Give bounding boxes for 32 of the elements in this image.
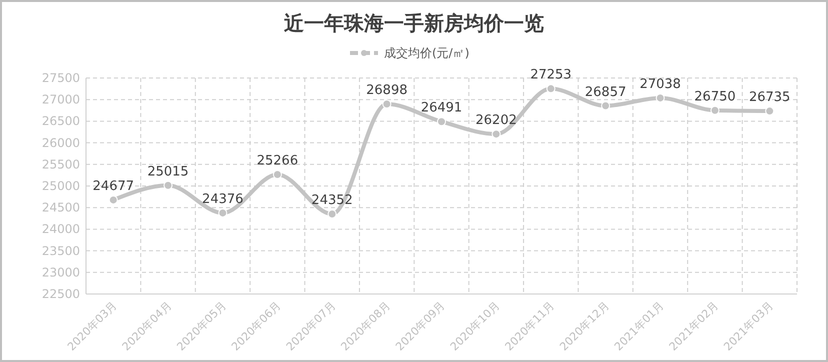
data-label: 24376 xyxy=(202,192,244,207)
data-label: 26735 xyxy=(748,90,790,106)
point xyxy=(601,101,610,110)
point xyxy=(437,117,446,126)
data-label: 27253 xyxy=(530,68,572,83)
point xyxy=(546,84,556,94)
y-tick-label: 26500 xyxy=(42,114,80,128)
y-tick-label: 26000 xyxy=(42,136,80,150)
y-tick-label: 25000 xyxy=(42,179,80,193)
data-label: 25266 xyxy=(256,154,298,169)
data-label: 26202 xyxy=(476,113,517,128)
data-label: 26750 xyxy=(694,89,736,104)
y-tick-label: 25500 xyxy=(42,157,80,172)
chart-title: 近一年珠海一手新房均价一览 xyxy=(283,11,544,35)
data-label: 26857 xyxy=(584,84,626,100)
data-label: 26491 xyxy=(420,100,462,116)
y-tick-label: 24000 xyxy=(42,222,80,236)
y-tick-label: 23500 xyxy=(42,244,80,258)
y-tick-label: 27000 xyxy=(42,92,80,107)
y-tick-label: 22500 xyxy=(42,287,80,301)
y-tick-label: 24500 xyxy=(42,200,80,215)
data-label: 26898 xyxy=(366,83,408,98)
point xyxy=(710,106,720,115)
y-tick-label: 23000 xyxy=(42,265,80,280)
point xyxy=(492,130,501,139)
data-label: 24677 xyxy=(92,178,134,194)
legend-label: 成交均价(元/㎡) xyxy=(384,46,470,60)
data-label: 25015 xyxy=(147,164,189,180)
point xyxy=(164,180,173,190)
data-label: 27038 xyxy=(640,76,681,92)
y-tick-label: 27500 xyxy=(42,71,80,85)
data-label: 24352 xyxy=(311,192,353,208)
